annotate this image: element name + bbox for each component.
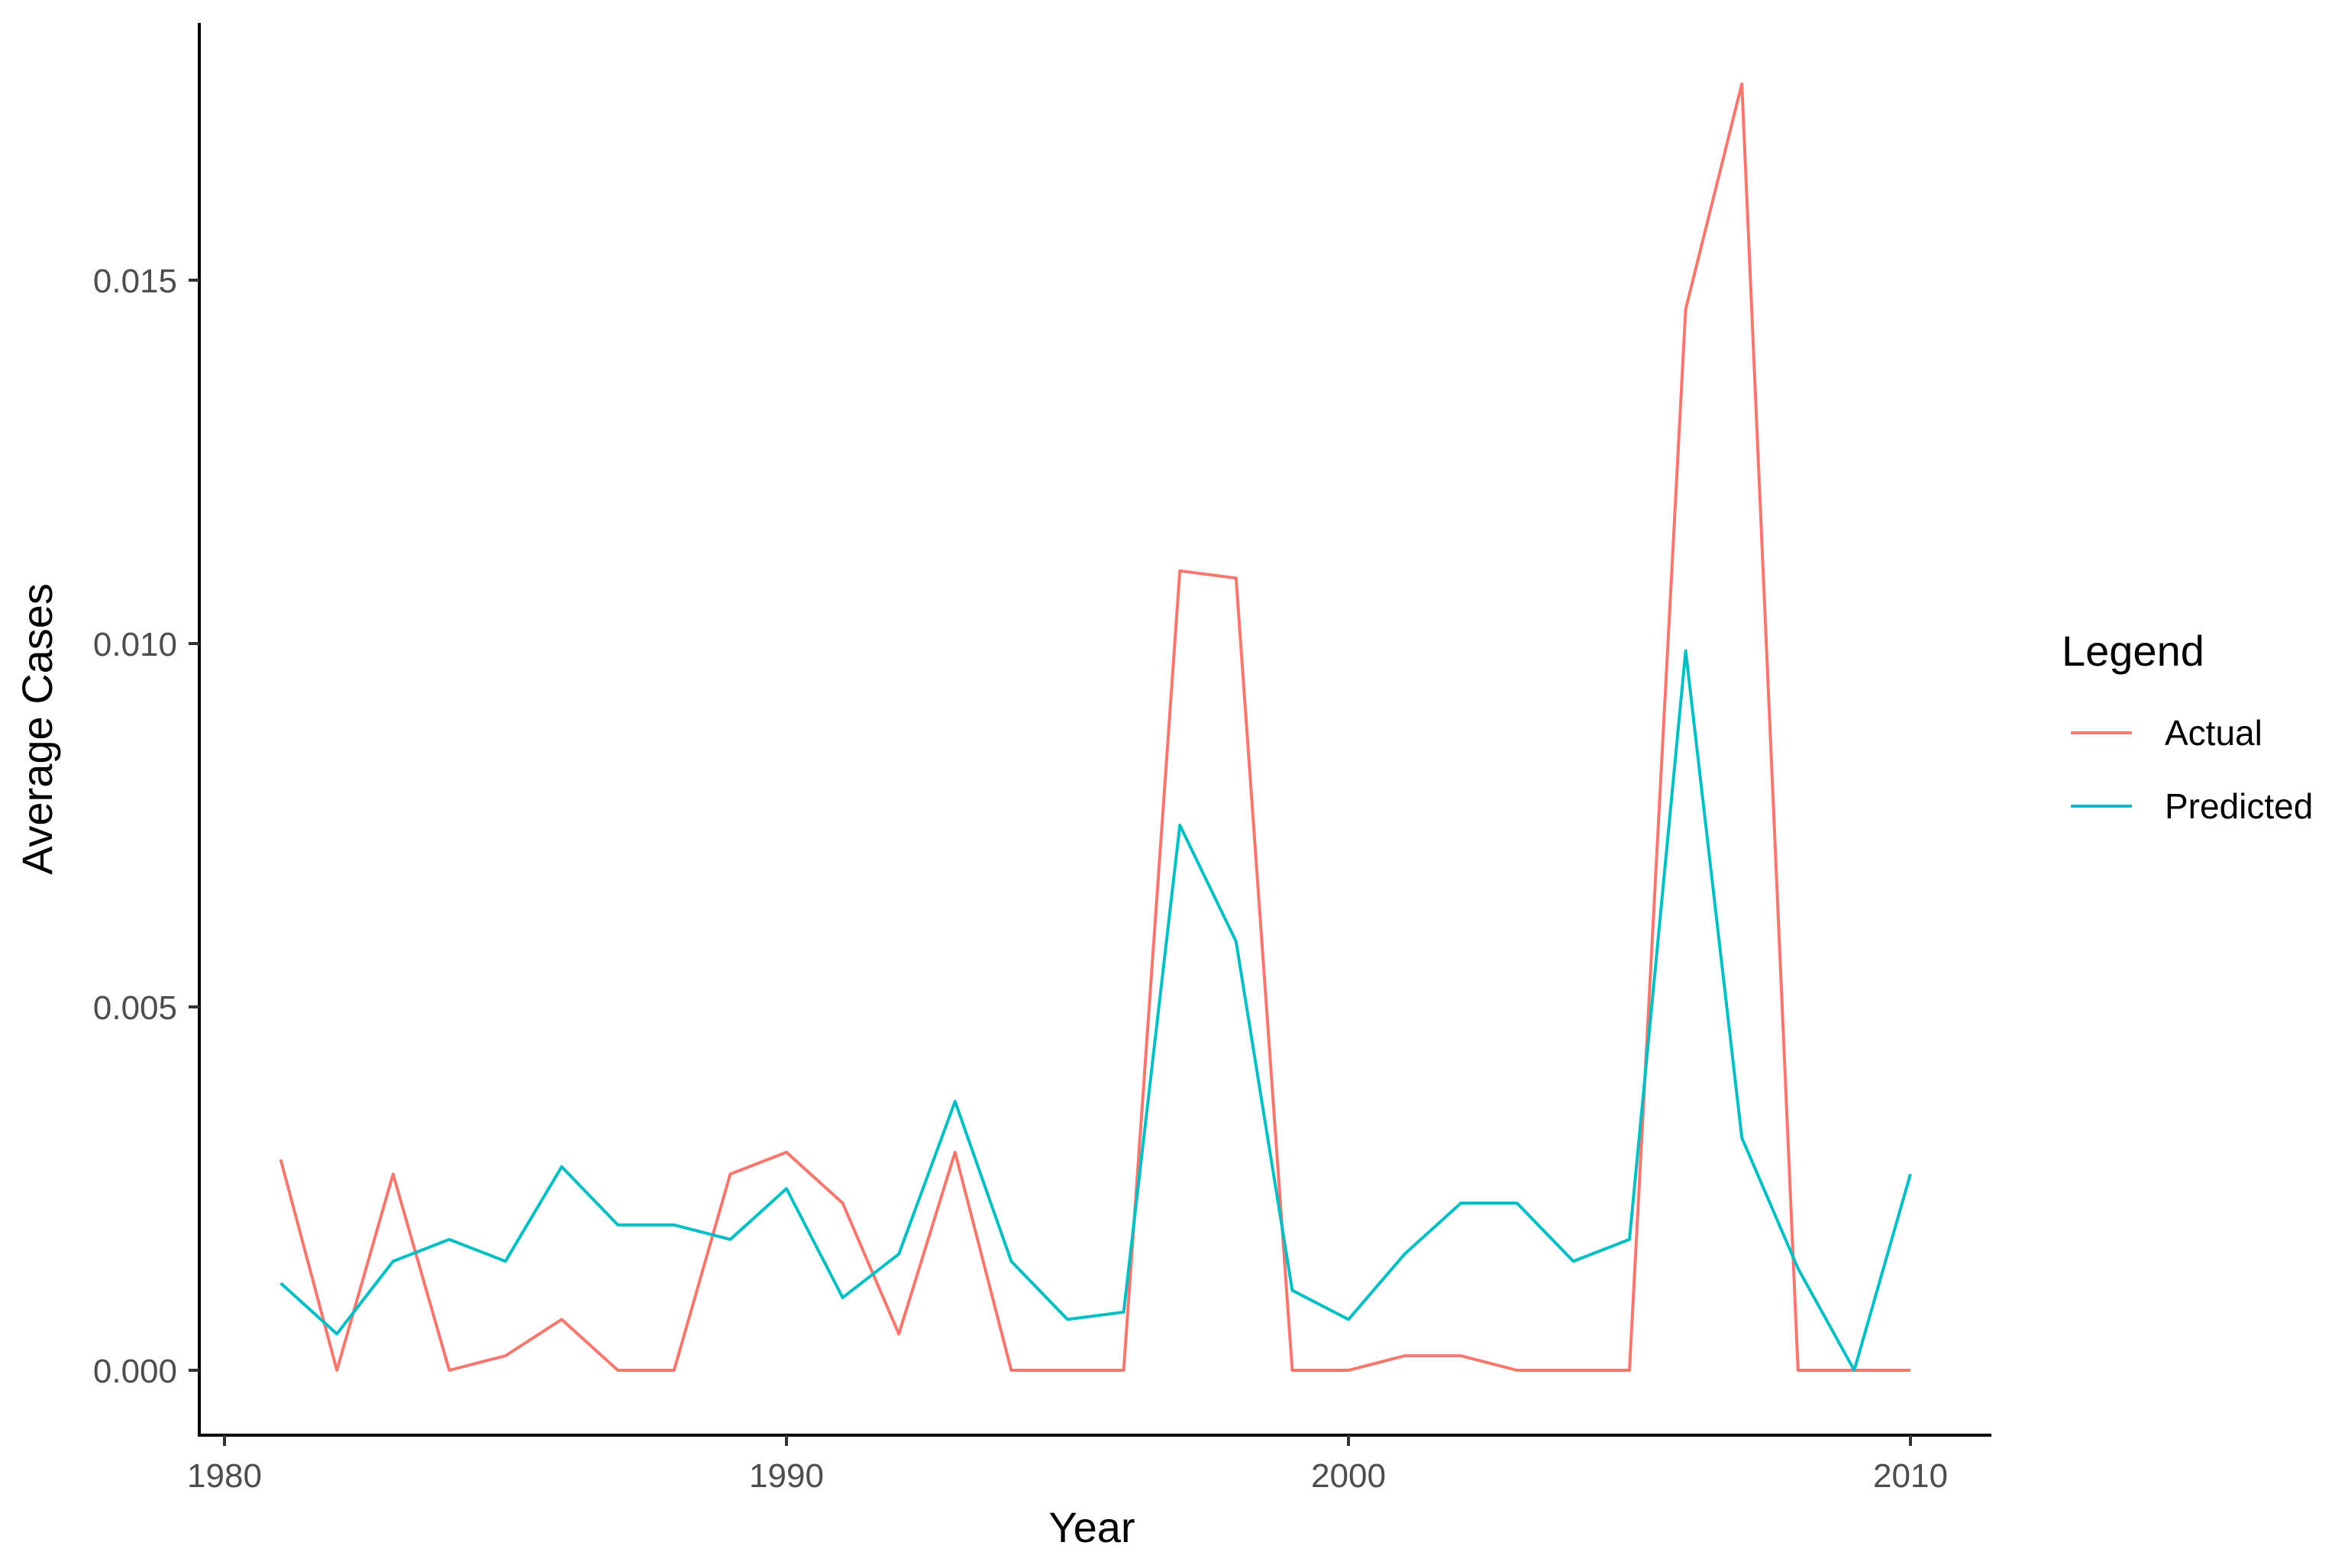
y-tick-label: 0.000	[93, 1353, 177, 1390]
x-tick-label: 2010	[1873, 1457, 1948, 1495]
plot-area	[279, 82, 1912, 1372]
x-tick-label: 1990	[749, 1457, 824, 1495]
x-axis-ticks: 1980 1990 2000 2010	[187, 1435, 1948, 1495]
y-tick-label: 0.005	[93, 989, 177, 1027]
y-axis-title: Average Cases	[13, 583, 61, 875]
legend: Legend Actual Predicted	[2062, 627, 2313, 826]
legend-title: Legend	[2062, 627, 2204, 675]
legend-label: Actual	[2165, 713, 2262, 753]
x-tick-label: 1980	[187, 1457, 262, 1495]
y-tick-label: 0.015	[93, 263, 177, 300]
series-line-predicted	[279, 649, 1912, 1372]
legend-label: Predicted	[2165, 786, 2313, 826]
legend-item-actual: Actual	[2071, 713, 2262, 753]
y-tick-label: 0.010	[93, 626, 177, 663]
series-line-actual	[279, 82, 1910, 1372]
legend-item-predicted: Predicted	[2071, 786, 2313, 826]
x-tick-label: 2000	[1311, 1457, 1386, 1495]
x-axis-title: Year	[1048, 1503, 1135, 1551]
y-axis-ticks: 0.000 0.005 0.010 0.015	[93, 263, 199, 1390]
